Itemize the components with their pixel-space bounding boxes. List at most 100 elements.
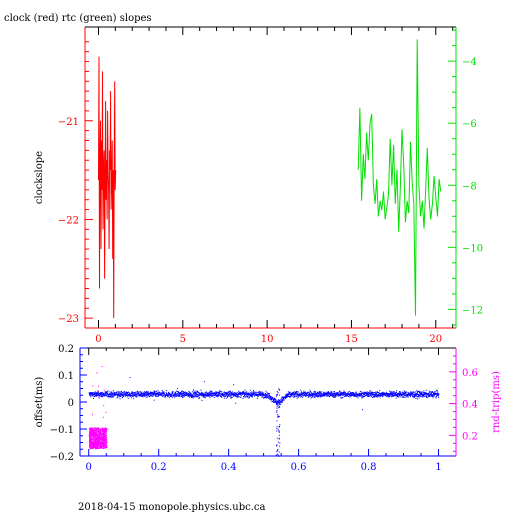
offset-point: [193, 390, 195, 392]
offset-point: [269, 395, 271, 397]
offset-point: [304, 394, 305, 396]
offset-point: [355, 391, 357, 393]
offset-point: [366, 394, 368, 396]
offset-point: [390, 394, 392, 396]
offset-point: [334, 392, 336, 394]
offset-point: [315, 391, 316, 393]
offset-point: [303, 392, 305, 394]
offset-point: [236, 392, 238, 393]
round-trip-point: [95, 444, 97, 446]
offset-point: [194, 392, 196, 393]
offset-point: [285, 396, 286, 398]
offset-point: [113, 390, 114, 392]
offset-point: [358, 393, 360, 395]
offset-point: [413, 394, 415, 396]
offset-point: [141, 391, 143, 393]
round-trip-point: [99, 440, 101, 442]
offset-point: [324, 394, 326, 396]
offset-point: [166, 393, 168, 394]
offset-point: [244, 393, 246, 395]
offset-point: [142, 393, 144, 395]
offset-point: [383, 393, 385, 394]
offset-point: [273, 400, 274, 402]
round-trip-point: [98, 447, 100, 449]
offset-point: [106, 395, 108, 397]
round-trip-point: [102, 416, 104, 418]
offset-point: [240, 396, 242, 398]
offset-point: [156, 396, 158, 397]
offset-point: [153, 393, 155, 395]
offset-point: [249, 392, 251, 394]
round-trip-point: [92, 446, 94, 448]
offset-point: [375, 392, 377, 394]
offset-point: [253, 390, 254, 392]
offset-point: [238, 396, 240, 398]
round-trip-point: [101, 438, 104, 440]
round-trip-point: [96, 447, 98, 449]
offset-point: [194, 393, 196, 395]
offset-point: [233, 392, 235, 393]
round-trip-point: [91, 430, 93, 432]
offset-point: [377, 392, 379, 394]
offset-point: [398, 395, 400, 397]
offset-point: [292, 392, 293, 394]
offset-point: [333, 396, 334, 398]
round-trip-point: [94, 436, 96, 438]
offset-point: [207, 392, 209, 394]
offset-point: [212, 392, 214, 394]
offset-point: [433, 394, 435, 396]
round-trip-point: [93, 435, 96, 437]
offset-point: [278, 434, 280, 436]
offset-point: [366, 391, 368, 393]
offset-point: [419, 392, 420, 394]
offset-point: [144, 394, 146, 396]
offset-point: [437, 391, 439, 393]
offset-point: [220, 395, 222, 397]
round-trip-point: [96, 428, 99, 430]
offset-point: [282, 400, 284, 402]
offset-point: [381, 395, 383, 397]
offset-point: [187, 395, 189, 397]
offset-point: [230, 390, 231, 392]
offset-point: [378, 395, 380, 396]
offset-point: [376, 394, 378, 396]
offset-point: [273, 398, 275, 400]
offset-point: [361, 397, 363, 399]
round-trip-point: [90, 447, 92, 449]
offset-point: [382, 394, 384, 396]
offset-point: [140, 394, 142, 396]
offset-point: [321, 393, 323, 395]
offset-point: [207, 395, 209, 397]
offset-point: [181, 394, 183, 396]
offset-point: [367, 395, 369, 397]
offset-point: [386, 393, 388, 395]
offset-point: [181, 395, 183, 397]
offset-point: [213, 397, 215, 398]
offset-point: [328, 391, 330, 393]
offset-point: [89, 393, 91, 395]
top-y-axis-label: clockslope: [34, 151, 45, 204]
offset-point: [243, 396, 245, 398]
round-trip-point: [93, 435, 95, 438]
round-trip-point: [93, 427, 95, 429]
offset-point: [298, 395, 300, 397]
offset-point: [295, 396, 297, 397]
round-trip-point: [94, 437, 96, 439]
offset-point: [350, 394, 352, 396]
offset-point: [297, 391, 299, 392]
offset-point: [98, 397, 100, 399]
offset-point: [220, 393, 222, 395]
round-trip-point: [93, 437, 95, 439]
offset-point: [414, 393, 416, 395]
offset-point: [430, 393, 432, 395]
offset-point: [410, 391, 412, 393]
offset-point: [326, 393, 328, 395]
offset-point: [318, 393, 320, 395]
offset-point: [198, 397, 200, 399]
offset-point: [327, 391, 329, 393]
offset-point: [160, 394, 162, 396]
offset-point: [276, 444, 278, 446]
round-trip-point: [92, 444, 94, 446]
offset-point: [198, 391, 200, 393]
offset-point: [370, 391, 372, 393]
